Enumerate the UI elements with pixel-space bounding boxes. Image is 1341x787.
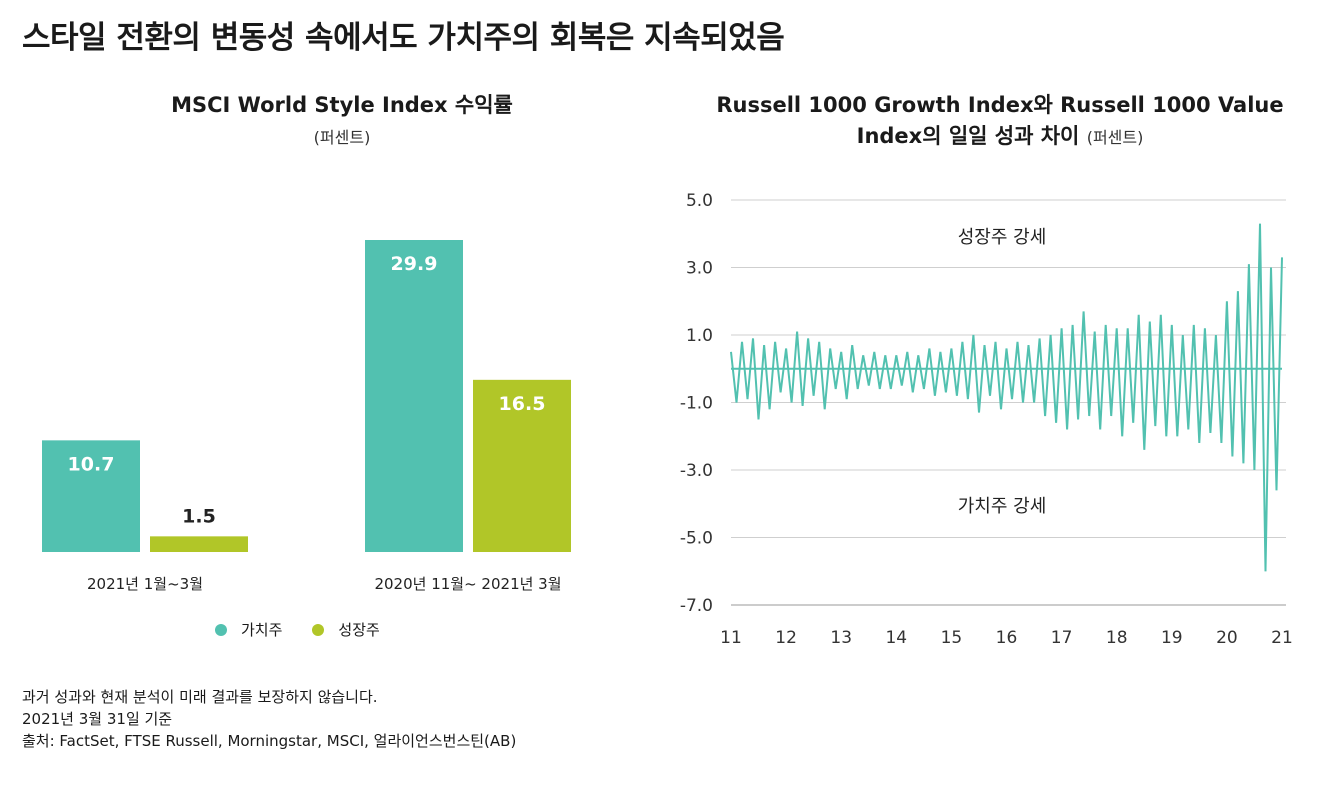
legend-swatch-growth — [312, 623, 325, 636]
right-chart-title-line2: Index의 일일 성과 차이 — [856, 124, 1080, 148]
x-tick-label: 15 — [941, 628, 963, 648]
bar-category-label: 2021년 1월~3월 — [87, 575, 203, 593]
right-chart-title-line2-wrap: Index의 일일 성과 차이 (퍼센트) — [660, 121, 1340, 153]
bar-value-label: 1.5 — [182, 505, 216, 527]
source-note: 출처: FactSet, FTSE Russell, Morningstar, … — [22, 732, 517, 750]
x-tick-label: 12 — [775, 628, 797, 648]
as-of-date: 2021년 3월 31일 기준 — [22, 710, 173, 728]
x-tick-label: 17 — [1051, 628, 1073, 648]
bar-value-label: 10.7 — [68, 453, 115, 475]
legend-swatch-value — [215, 623, 227, 636]
bar-value-label: 29.9 — [391, 253, 438, 275]
legend: 가치주 성장주 — [215, 619, 410, 640]
bar-growth-1 — [473, 379, 571, 552]
x-tick-label: 21 — [1271, 628, 1293, 648]
x-tick-label: 13 — [830, 628, 852, 648]
disclaimer: 과거 성과와 현재 분석이 미래 결과를 보장하지 않습니다. — [22, 688, 378, 706]
legend-label-value: 가치주 — [241, 621, 283, 639]
y-tick-label: -5.0 — [680, 529, 713, 549]
right-chart-unit: (퍼센트) — [1086, 128, 1144, 147]
y-tick-label: -1.0 — [680, 394, 713, 414]
left-chart-title: MSCI World Style Index 수익률 — [22, 90, 662, 121]
daily-difference-series — [730, 223, 1283, 572]
y-tick-label: -7.0 — [680, 596, 713, 616]
bar-value-0 — [42, 440, 140, 552]
y-tick-label: 5.0 — [686, 191, 713, 211]
left-chart-unit: (퍼센트) — [313, 128, 371, 147]
bar-value-1 — [365, 240, 463, 552]
page-title: 스타일 전환의 변동성 속에서도 가치주의 회복은 지속되었음 — [22, 20, 785, 56]
annotation-value-strong: 가치주 강세 — [958, 496, 1047, 517]
x-tick-label: 18 — [1106, 628, 1128, 648]
legend-item-growth: 성장주 — [312, 619, 380, 640]
annotation-growth-strong: 성장주 강세 — [958, 227, 1047, 248]
y-tick-label: 1.0 — [686, 326, 713, 346]
left-chart-title-text: MSCI World Style Index 수익률 — [171, 93, 513, 117]
footer-notes: 과거 성과와 현재 분석이 미래 결과를 보장하지 않습니다. 2021년 3월… — [22, 686, 516, 752]
x-tick-label: 16 — [996, 628, 1018, 648]
legend-label-growth: 성장주 — [338, 621, 380, 639]
y-tick-label: -3.0 — [680, 461, 713, 481]
bar-chart: 10.7 1.5 2021년 1월~3월 29.9 16.5 2020년 11월~ 202… — [42, 240, 571, 593]
right-chart-title-line1: Russell 1000 Growth Index와 Russell 1000 … — [716, 93, 1284, 117]
x-tick-label: 20 — [1216, 628, 1238, 648]
x-tick-label: 14 — [885, 628, 907, 648]
bar-growth-0 — [150, 536, 248, 552]
bar-category-label: 2020년 11월~ 2021년 3월 — [374, 575, 561, 593]
bar-value-label: 16.5 — [499, 393, 546, 415]
legend-item-value: 가치주 — [215, 619, 282, 640]
y-tick-label: 3.0 — [686, 259, 713, 279]
right-chart-title: Russell 1000 Growth Index와 Russell 1000 … — [660, 90, 1340, 153]
line-chart: 5.0 3.0 1.0 -1.0 -3.0 -5.0 -7.0 11 12 13 14 15 16 17 1… — [680, 191, 1293, 648]
x-tick-label: 11 — [720, 628, 742, 648]
x-tick-label: 19 — [1161, 628, 1183, 648]
